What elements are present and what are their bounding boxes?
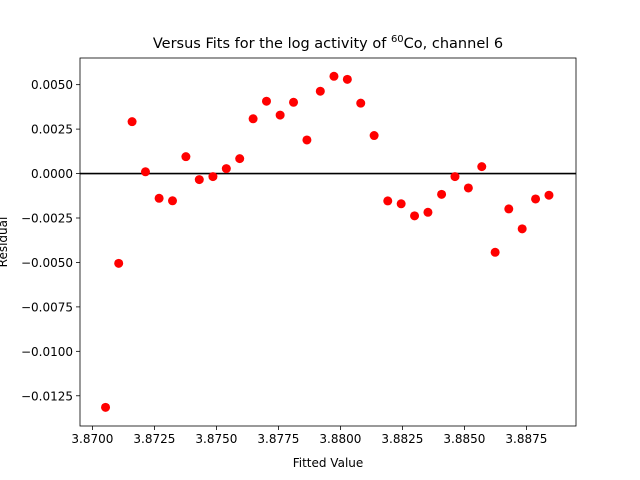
data-point: [477, 162, 487, 172]
data-point: [248, 114, 258, 124]
data-point: [504, 204, 514, 214]
data-point: [342, 74, 352, 84]
data-point: [423, 207, 433, 217]
data-point: [140, 167, 150, 177]
data-point: [315, 86, 325, 96]
chart-title-main: Versus Fits for the log activity of: [153, 36, 391, 52]
chart-title: Versus Fits for the log activity of 60Co…: [153, 34, 503, 52]
data-point: [154, 193, 164, 203]
y-axis: 0.0050 0.0025 0.0000 −0.0025 −0.0050 −0.0075 −…: [21, 78, 80, 403]
data-point: [168, 196, 178, 206]
x-tick-label: 3.8775: [257, 432, 299, 446]
data-point: [356, 98, 366, 108]
x-tick-label: 3.8825: [381, 432, 423, 446]
y-tick-label: −0.0025: [21, 212, 73, 226]
y-tick-label: −0.0125: [21, 389, 73, 403]
x-tick-label: 3.8875: [505, 432, 547, 446]
y-tick-label: −0.0075: [21, 300, 73, 314]
x-tick-label: 3.8800: [319, 432, 361, 446]
data-point: [410, 211, 420, 221]
data-points: [101, 71, 554, 412]
plot-area: [79, 57, 577, 427]
y-axis-label: Residual: [0, 217, 10, 268]
x-tick-label: 3.8725: [133, 432, 175, 446]
y-tick-label: 0.0025: [31, 123, 73, 137]
data-point: [194, 175, 204, 185]
data-point: [450, 172, 460, 182]
data-point: [302, 135, 312, 145]
data-point: [517, 224, 527, 234]
data-point: [396, 199, 406, 209]
y-tick-label: −0.0100: [21, 345, 73, 359]
x-tick-label: 3.8850: [443, 432, 485, 446]
y-tick-label: −0.0050: [21, 256, 73, 270]
data-point: [369, 131, 379, 141]
data-point: [261, 96, 271, 106]
y-tick-label: 0.0000: [31, 167, 73, 181]
x-axis: 3.8700 3.8725 3.8750 3.8775 3.8800 3.8825 3.88…: [71, 426, 547, 446]
data-point: [437, 189, 447, 199]
data-point: [208, 172, 218, 182]
data-point: [383, 196, 393, 206]
data-point: [181, 152, 191, 162]
y-tick-label: 0.0050: [31, 78, 73, 92]
data-point: [235, 154, 245, 164]
chart-title-superscript: 60: [391, 34, 404, 45]
data-point: [490, 247, 500, 257]
x-axis-label: Fitted Value: [293, 456, 364, 470]
data-point: [544, 190, 554, 200]
data-point: [101, 402, 111, 412]
data-point: [275, 110, 285, 120]
chart-title-suffix: Co, channel 6: [404, 36, 503, 52]
data-point: [463, 183, 473, 193]
data-point: [289, 97, 299, 107]
plot-frame: [79, 57, 577, 427]
data-point: [221, 164, 231, 174]
x-tick-label: 3.8700: [71, 432, 113, 446]
data-point: [329, 71, 339, 81]
data-point: [531, 194, 541, 204]
x-tick-label: 3.8750: [195, 432, 237, 446]
data-point: [127, 117, 137, 127]
data-point: [114, 258, 124, 268]
